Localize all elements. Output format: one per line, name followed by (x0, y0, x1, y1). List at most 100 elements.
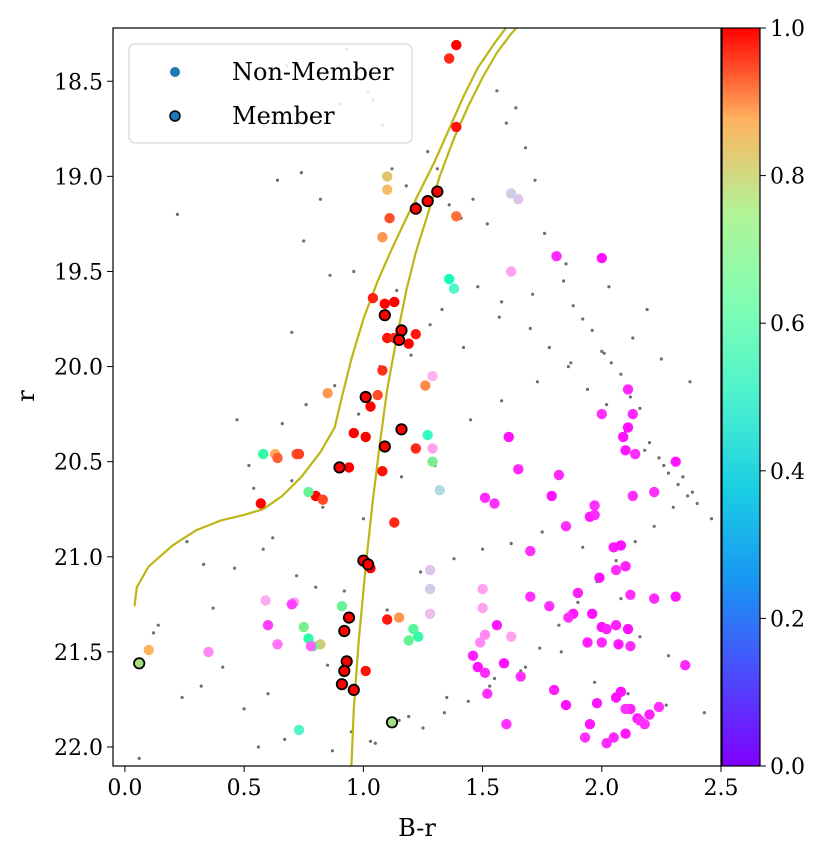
background-star (211, 606, 215, 610)
non-member-point (403, 635, 414, 646)
background-star (631, 336, 635, 340)
non-member-point (620, 445, 631, 456)
non-member-point (410, 329, 421, 340)
background-star (633, 540, 637, 544)
non-member-point (622, 384, 634, 395)
non-member-point (427, 456, 438, 467)
background-star (523, 665, 528, 669)
non-member-point (627, 490, 638, 502)
background-star (514, 106, 518, 110)
background-star (600, 349, 604, 353)
non-member-point (498, 658, 510, 669)
non-member-point (293, 448, 305, 460)
non-member-point (286, 599, 297, 610)
background-star (352, 269, 356, 274)
colorbar: 0.0 0.2 0.4 0.6 0.8 1.0 (721, 17, 805, 780)
background-star (626, 692, 630, 696)
background-star (321, 505, 325, 509)
non-member-point (377, 232, 388, 243)
legend-marker-non-member (170, 67, 180, 77)
background-star (333, 384, 337, 388)
non-member-point (479, 629, 491, 640)
non-member-point (625, 641, 636, 652)
non-member-point (422, 429, 433, 441)
background-star (326, 663, 330, 667)
background-star (564, 262, 568, 266)
non-member-point (594, 572, 605, 583)
background-star (156, 623, 160, 627)
non-member-point (322, 388, 333, 399)
background-star (299, 171, 303, 175)
non-member-point (582, 637, 593, 648)
non-member-point (489, 498, 500, 509)
background-star (666, 654, 671, 658)
non-member-point (615, 540, 627, 551)
background-star (557, 623, 561, 627)
non-member-point (670, 456, 681, 467)
background-star (435, 167, 439, 171)
background-star (368, 739, 373, 743)
y-tick-label: 18.5 (54, 70, 103, 95)
non-member-point (427, 443, 438, 454)
non-member-point (553, 469, 565, 481)
non-member-point (272, 639, 283, 650)
member-point (378, 440, 391, 453)
non-member-point (620, 561, 631, 572)
non-member-point (630, 448, 641, 460)
non-member-point (393, 612, 405, 623)
background-star (373, 741, 377, 745)
non-member-point (506, 188, 517, 199)
background-star (385, 608, 389, 612)
background-star (662, 463, 666, 468)
y-axis-ticks: 18.5 19.0 19.5 20.0 20.5 21.0 21.5 22.0 (54, 70, 113, 761)
non-member-point (608, 732, 619, 743)
non-member-point (596, 252, 607, 264)
background-star (628, 395, 633, 399)
background-star (500, 300, 504, 304)
non-member-point (622, 623, 634, 635)
background-star (221, 665, 225, 669)
colorbar-tick-label: 0.0 (770, 755, 805, 780)
background-star (571, 304, 575, 308)
non-member-point (560, 521, 572, 532)
background-star (614, 559, 618, 563)
background-star (543, 231, 547, 235)
legend-marker-member (169, 110, 181, 122)
background-star (252, 486, 256, 490)
background-star (581, 545, 585, 549)
non-member-point (372, 389, 383, 401)
non-member-point (382, 614, 393, 625)
background-star (690, 490, 695, 494)
background-star (399, 475, 404, 479)
non-member-point (303, 486, 314, 498)
background-star (562, 279, 566, 283)
non-member-point (365, 401, 376, 412)
colorbar-frame (721, 27, 761, 767)
non-member-point (653, 701, 665, 713)
background-star (585, 387, 590, 391)
member-point (421, 195, 434, 208)
non-member-point (589, 500, 600, 511)
non-member-point (477, 583, 488, 595)
non-member-point (551, 251, 562, 262)
background-star (361, 517, 365, 521)
non-member-point (424, 564, 436, 576)
background-star (290, 330, 294, 334)
member-point (431, 185, 444, 198)
background-star (581, 317, 585, 321)
background-star (314, 585, 318, 589)
non-member-point (596, 408, 607, 420)
background-star (488, 684, 492, 688)
x-axis-label: B-r (398, 814, 436, 842)
non-member-point (262, 620, 274, 631)
non-member-point (389, 517, 400, 528)
background-star (547, 345, 551, 350)
non-member-point (420, 380, 431, 391)
background-star (419, 570, 423, 574)
background-star (266, 692, 270, 696)
non-member-point (336, 601, 348, 612)
non-member-point (610, 564, 622, 576)
background-star (709, 517, 714, 521)
background-star (495, 89, 499, 93)
